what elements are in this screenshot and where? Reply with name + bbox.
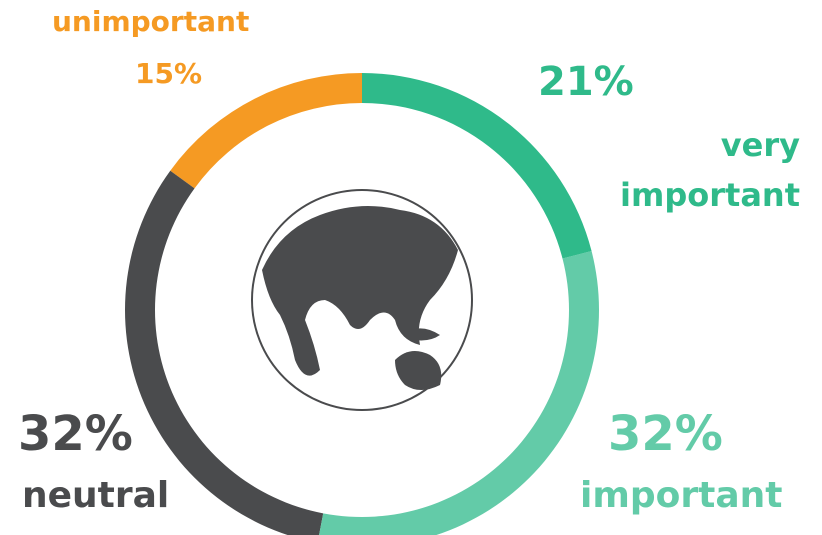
donut-segment [170, 73, 362, 189]
globe [251, 189, 473, 411]
value-label: 15% [135, 57, 203, 90]
category-label: neutral [22, 475, 170, 516]
donut-segment [319, 251, 599, 535]
value-label: 32% [608, 406, 723, 462]
category-label: unimportant [52, 5, 250, 38]
value-label: 32% [18, 406, 133, 462]
category-label: important [580, 475, 783, 516]
category-label: very important [620, 126, 800, 214]
value-label: 21% [538, 59, 634, 105]
donut-segment [125, 170, 324, 535]
donut-segment [362, 73, 592, 259]
